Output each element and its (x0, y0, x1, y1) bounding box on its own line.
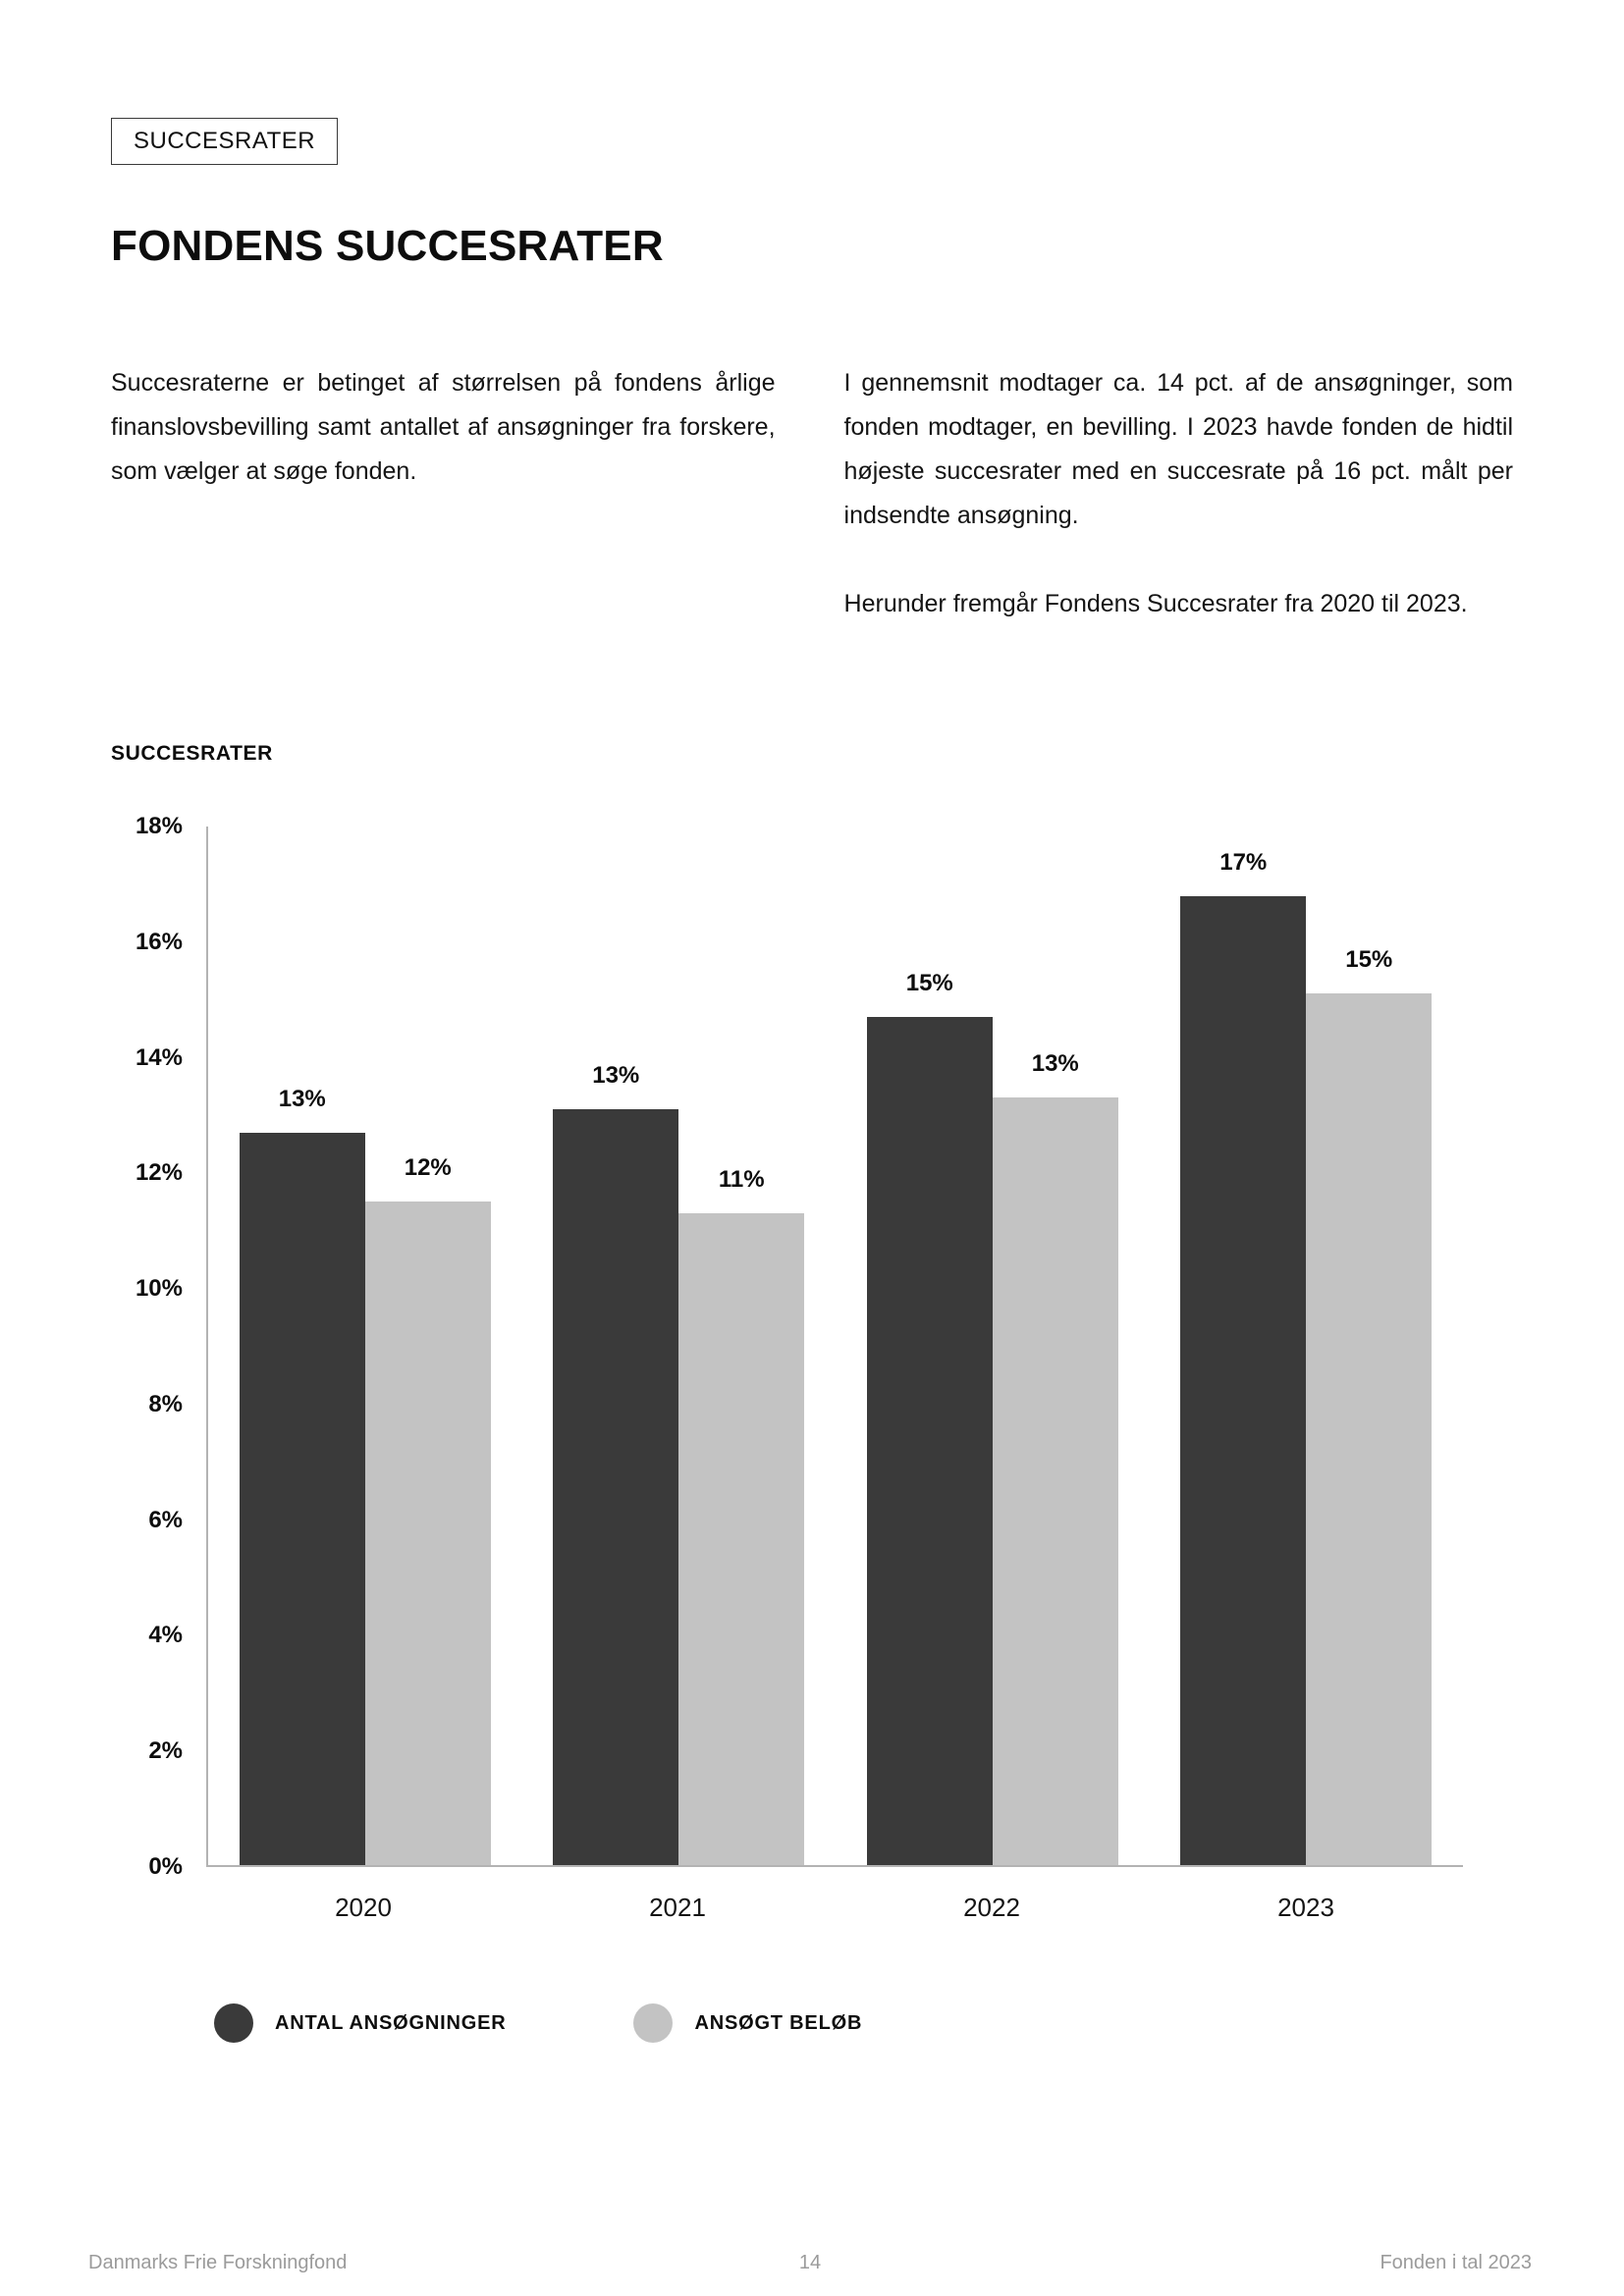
legend-label: ANSØGT BELØB (694, 2011, 863, 2034)
bar-value-label: 15% (1345, 946, 1393, 974)
bar-value-label: 13% (592, 1062, 640, 1090)
bar: 13% (553, 1062, 679, 1865)
bar-value-label: 13% (278, 1085, 326, 1112)
legend-label: ANTAL ANSØGNINGER (275, 2011, 507, 2034)
intro-right-paragraph-1: I gennemsnit modtager ca. 14 pct. af de … (843, 369, 1513, 529)
bar-group-2020: 13% 12% (208, 827, 522, 1865)
footer-page-number: 14 (798, 2252, 822, 2273)
chart-title: SUCCESRATER (111, 742, 273, 765)
bar-value-label: 12% (404, 1154, 452, 1182)
bar: 13% (992, 1050, 1118, 1865)
section-tag-label: SUCCESRATER (134, 128, 316, 154)
legend-item: ANTAL ANSØGNINGER (214, 2003, 506, 2043)
y-axis-tick-label: 8% (148, 1390, 183, 1417)
footer-right: Fonden i tal 2023 (1380, 2252, 1532, 2273)
x-axis-label: 2023 (1277, 1893, 1334, 1922)
y-axis-tick-label: 14% (135, 1043, 183, 1071)
y-axis-tick-label: 12% (135, 1159, 183, 1187)
bar: 17% (1180, 849, 1307, 1865)
bar-group-2023: 17% 15% (1150, 827, 1464, 1865)
y-axis-tick-label: 2% (148, 1737, 183, 1765)
x-axis: 2020 2021 2022 2023 (206, 1867, 1463, 1923)
bar: 12% (364, 1154, 491, 1865)
x-axis-label: 2021 (649, 1893, 706, 1922)
footer: Danmarks Frie Forskningfond 14 Fonden i … (88, 2252, 1532, 2274)
x-axis-label: 2022 (963, 1893, 1020, 1922)
y-axis-tick-label: 0% (148, 1853, 183, 1880)
bar-value-label: 15% (905, 969, 953, 996)
intro-left-column: Succesraterne er betinget af størrelsen … (111, 361, 776, 626)
y-axis: 0% 2% 4% 6% 8% 10% 12% 14% 16% 18% (111, 813, 206, 1880)
x-axis-label: 2020 (335, 1893, 392, 1922)
bar: 13% (239, 1086, 365, 1865)
y-axis-tick-label: 6% (148, 1506, 183, 1533)
y-axis-tick-label: 18% (135, 813, 183, 839)
bar-value-label: 11% (718, 1165, 765, 1193)
chart-section: SUCCESRATER 0% 2% 4% 6% 8% 10% 12% 14% 16% 18% 13… (111, 742, 1513, 2043)
intro-columns: Succesraterne er betinget af størrelsen … (111, 361, 1513, 626)
y-axis-tick-label: 16% (135, 928, 183, 955)
plot-area: 13% 12% 13% 11% 15% 13% 17% 15% (206, 827, 1463, 1867)
section-tag: SUCCESRATER (111, 118, 339, 165)
intro-right-paragraph-2: Herunder fremgår Fondens Succesrater fra… (843, 590, 1468, 617)
y-axis-tick-label: 4% (148, 1622, 183, 1649)
chart: 0% 2% 4% 6% 8% 10% 12% 14% 16% 18% 13% 12% 13% 11% 15… (111, 813, 1463, 1880)
page-title: FONDENS SUCCESRATER (111, 222, 664, 270)
intro-right-column: I gennemsnit modtager ca. 14 pct. af de … (844, 361, 1513, 626)
legend-swatch-icon (214, 2003, 253, 2043)
legend: ANTAL ANSØGNINGER ANSØGT BELØB (214, 2003, 1513, 2043)
bar-group-2022: 15% 13% (836, 827, 1150, 1865)
bar: 11% (678, 1166, 805, 1865)
bar-value-label: 13% (1031, 1050, 1079, 1078)
bar: 15% (866, 970, 993, 1865)
footer-left: Danmarks Frie Forskningfond (88, 2252, 348, 2273)
bar-group-2021: 13% 11% (522, 827, 837, 1865)
y-axis-tick-label: 10% (135, 1275, 183, 1303)
bar: 15% (1306, 946, 1433, 1865)
legend-swatch-icon (633, 2003, 674, 2043)
intro-left-paragraph: Succesraterne er betinget af størrelsen … (111, 369, 776, 485)
legend-item: ANSØGT BELØB (633, 2003, 862, 2043)
bar-value-label: 17% (1219, 848, 1268, 876)
